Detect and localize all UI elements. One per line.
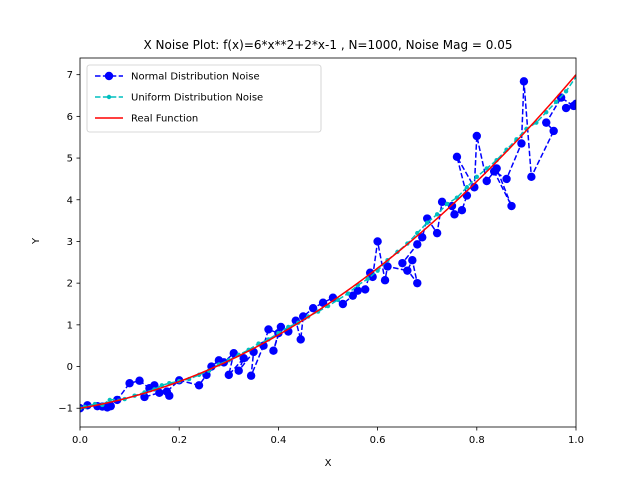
data-point xyxy=(368,272,377,282)
x-axis-label: X xyxy=(325,458,332,469)
data-point xyxy=(296,335,305,344)
data-point xyxy=(264,325,273,334)
data-point xyxy=(464,185,470,190)
series-line xyxy=(80,74,576,409)
data-point xyxy=(135,376,144,385)
legend-label: Normal Distribution Noise xyxy=(131,72,260,83)
data-point xyxy=(106,401,115,411)
data-point xyxy=(353,286,362,295)
data-point xyxy=(383,262,392,271)
data-point xyxy=(418,233,427,242)
series-line xyxy=(80,76,576,409)
plot-area xyxy=(80,74,576,413)
data-point xyxy=(507,201,516,211)
data-point xyxy=(549,126,558,136)
data-point xyxy=(474,174,479,180)
y-tick-label: 4 xyxy=(67,195,73,206)
data-point xyxy=(571,99,576,109)
data-point xyxy=(413,240,422,249)
data-point xyxy=(234,366,243,375)
data-point xyxy=(425,220,430,225)
data-point xyxy=(269,346,278,355)
data-point xyxy=(408,256,417,265)
legend-item-1: Normal Distribution Noise xyxy=(95,72,260,83)
data-point xyxy=(345,291,351,296)
data-point xyxy=(482,176,491,186)
legend-label: Uniform Distribution Noise xyxy=(131,93,263,104)
x-tick-label: 0.4 xyxy=(270,435,286,446)
data-point xyxy=(434,212,440,217)
data-point xyxy=(561,103,571,113)
data-point xyxy=(162,387,171,396)
legend-swatch-marker xyxy=(106,94,112,100)
plot-series xyxy=(80,74,576,413)
y-tick-label: 3 xyxy=(67,237,73,248)
series-1 xyxy=(80,77,576,413)
data-point xyxy=(373,237,382,246)
data-point xyxy=(403,266,412,275)
y-tick-label: 0 xyxy=(67,362,73,373)
chart-title: X Noise Plot: f(x)=6*x**2+2*x-1 , N=1000… xyxy=(144,38,513,52)
y-tick-label: 7 xyxy=(67,70,73,81)
data-point xyxy=(365,276,370,282)
data-point xyxy=(229,349,238,358)
legend-item-2: Uniform Distribution Noise xyxy=(95,93,263,104)
legend-swatch-marker xyxy=(104,71,114,81)
data-point xyxy=(472,131,481,141)
data-point xyxy=(563,89,569,94)
axes: 0.0 0.2 0.4 0.6 0.8 1.0 −1 0 1 2 3 4 5 6 7 xyxy=(58,57,584,446)
legend-box xyxy=(86,64,322,133)
data-point xyxy=(517,139,526,148)
data-point xyxy=(140,392,149,402)
x-tick-label: 0.8 xyxy=(469,435,485,446)
axes-frame xyxy=(79,57,577,428)
series-3 xyxy=(80,74,576,409)
data-point xyxy=(553,99,559,104)
data-point xyxy=(239,354,248,363)
x-tick-label: 1.0 xyxy=(568,435,584,446)
legend-item-3: Real Function xyxy=(95,114,198,125)
y-axis-label: Y xyxy=(31,237,42,245)
data-point xyxy=(224,370,233,380)
y-tick-label: 2 xyxy=(67,279,73,290)
data-point xyxy=(276,322,286,332)
data-point xyxy=(444,201,450,207)
data-point xyxy=(150,381,159,390)
data-point xyxy=(542,118,551,127)
data-point xyxy=(380,276,390,285)
data-point xyxy=(432,228,442,238)
data-point xyxy=(413,278,422,288)
data-point xyxy=(284,327,293,336)
legend: Normal Distribution Noise Uniform Distrib… xyxy=(86,64,322,133)
data-point xyxy=(194,381,204,390)
data-point xyxy=(489,167,499,176)
data-point xyxy=(457,205,467,215)
data-point xyxy=(398,258,407,268)
data-point xyxy=(107,397,112,403)
data-point xyxy=(519,77,529,86)
data-point xyxy=(155,388,164,398)
x-tick-label: 0.2 xyxy=(171,435,187,446)
data-point xyxy=(159,383,165,388)
x-tick-label: 0.0 xyxy=(72,435,88,446)
data-point xyxy=(361,285,370,294)
data-point xyxy=(452,152,462,162)
y-tick-label: −1 xyxy=(58,404,73,415)
data-point xyxy=(527,172,536,182)
data-point xyxy=(437,197,447,207)
data-point xyxy=(318,298,328,307)
data-point xyxy=(338,299,348,309)
data-point xyxy=(450,210,459,219)
data-point xyxy=(462,191,472,200)
x-tick-label: 0.6 xyxy=(370,435,386,446)
y-tick-label: 6 xyxy=(67,112,73,123)
y-tick-label: 1 xyxy=(67,320,73,331)
data-point xyxy=(308,303,318,313)
data-point xyxy=(125,379,134,388)
data-point xyxy=(246,371,256,380)
data-point xyxy=(502,174,511,184)
y-tick-label: 5 xyxy=(67,154,73,165)
legend-label: Real Function xyxy=(131,114,198,125)
